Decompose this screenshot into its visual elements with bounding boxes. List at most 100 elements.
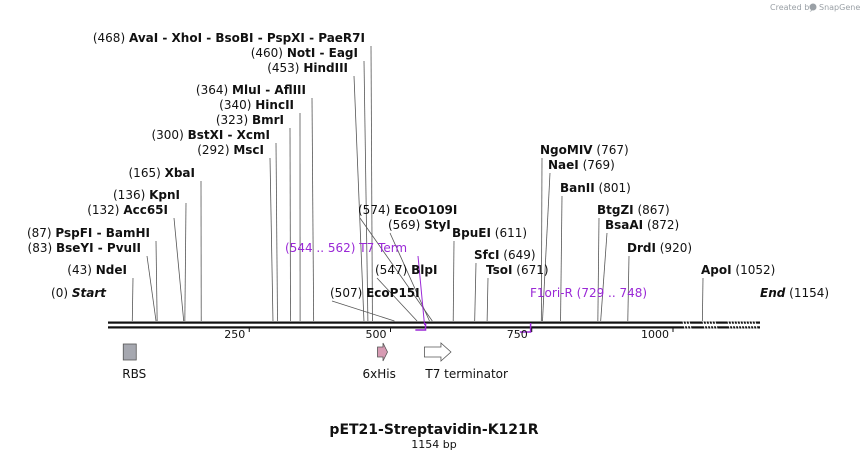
backbone-top-strand [108, 321, 760, 324]
site-bpuei-label[interactable]: BpuEI (611) [452, 226, 527, 240]
backbone-hatch [754, 321, 758, 329]
site-xbai-label[interactable]: (165) XbaI [129, 166, 196, 180]
backbone-hatch [685, 321, 689, 329]
site-ecop15i-leader [331, 300, 395, 322]
primer-f1ori-r-label[interactable]: F1ori-R (729 .. 748) [530, 286, 647, 300]
site-styi-label[interactable]: (569) StyI [388, 218, 451, 232]
site-ngomiv-label[interactable]: NgoMIV (767) [540, 143, 629, 157]
site-bsaai-leader [600, 232, 608, 322]
credit-text: Created by [770, 3, 814, 12]
site-ndei-label[interactable]: (43) NdeI [67, 263, 127, 277]
site-bseyi-pvuii-label[interactable]: (83) BseYI - PvuII [28, 241, 141, 255]
tick-label: 750 [507, 328, 528, 341]
site-pspfi-bamhi-label[interactable]: (87) PspFI - BamHI [27, 226, 150, 240]
site-lines [131, 45, 704, 322]
tick-label: 500 [365, 328, 386, 341]
site-end-label[interactable]: End (1154) [760, 286, 829, 300]
site-ecop15i-label[interactable]: (507) EcoP15I [330, 286, 420, 300]
site-bmri-label[interactable]: (323) BmrI [216, 113, 284, 127]
site-acc65i-label[interactable]: (132) Acc65I [87, 203, 168, 217]
site-labels: (0) Start (43) NdeI (83) BseYI - PvuII(87)… [27, 31, 829, 300]
feature-rbs-box[interactable] [122, 343, 137, 361]
site-naei-leader [542, 172, 551, 322]
backbone-hatch [751, 321, 755, 329]
site-ndei-leader [131, 277, 134, 322]
site-btgzi-label[interactable]: BtgZI (867) [597, 203, 670, 217]
primer-t7-term-label[interactable]: (544 .. 562) T7 Term [285, 241, 407, 255]
feature-t7-terminator-arrow[interactable] [423, 342, 452, 362]
snapgene-logo-icon [809, 3, 817, 11]
backbone-hatch [714, 321, 718, 329]
ruler-ticks: 250 500 750 1000 [224, 328, 674, 341]
site-banii-leader [560, 195, 563, 322]
backbone-hatch [705, 321, 709, 329]
site-avai-xhoi-bsobi-pspxi-paer7i-leader [370, 45, 373, 322]
backbone-hatch [745, 321, 749, 329]
plasmid-name: pET21-Streptavidin-K121R [329, 422, 538, 438]
primers: (544 .. 562) T7 Term F1ori-R (729 .. 748) [285, 241, 647, 333]
site-noti-eagi-label[interactable]: (460) NotI - EagI [251, 46, 358, 60]
site-noti-eagi-leader [363, 60, 369, 322]
feature-6xhis-arrow[interactable] [377, 342, 388, 362]
backbone-hatch [711, 321, 715, 329]
site-blpi-label[interactable]: (547) BlpI [375, 263, 437, 277]
site-apoi-leader [701, 277, 704, 322]
site-btgzi-leader [597, 217, 600, 322]
site-drdi-label[interactable]: DrdI (920) [627, 241, 692, 255]
site-kpni-leader [184, 202, 187, 322]
site-sfci-label[interactable]: SfcI (649) [474, 248, 536, 262]
primer-t7-term-leader [417, 255, 426, 326]
site-acc65i-leader [173, 217, 185, 322]
site-start-label[interactable]: (0) Start [51, 286, 107, 300]
site-banii-label[interactable]: BanII (801) [560, 181, 631, 195]
site-hindiii-label[interactable]: (453) HindIII [267, 61, 348, 75]
site-mlui-afliii-label[interactable]: (364) MluI - AflIII [196, 83, 306, 97]
site-tsoi-label[interactable]: TsoI (671) [486, 263, 549, 277]
site-naei-label[interactable]: NaeI (769) [548, 158, 615, 172]
site-bseyi-pvuii-leader [146, 255, 157, 322]
backbone-hatch [708, 321, 712, 329]
primer-t7-term-arrow [415, 323, 427, 331]
backbone-hatch [730, 321, 734, 329]
site-bsaai-label[interactable]: BsaAI (872) [605, 218, 679, 232]
backbone-hatch [682, 321, 686, 329]
backbone-hatch [727, 321, 731, 329]
backbone-hatch [736, 321, 740, 329]
site-hindiii-leader [353, 75, 365, 322]
feature-t7-terminator-label: T7 terminator [424, 367, 508, 381]
site-blpi-leader [376, 277, 418, 322]
site-ngomiv-leader [540, 157, 543, 322]
features: RBS 6xHis T7 terminator [122, 342, 508, 381]
feature-rbs-label: RBS [122, 367, 146, 381]
tick-label: 250 [224, 328, 245, 341]
backbone-hatch [733, 321, 737, 329]
snapgene-credit: Created by SnapGene [770, 3, 860, 12]
site-ecoo109i-leader [359, 217, 433, 322]
site-drdi-leader [627, 255, 630, 322]
site-bstxi-xcmi-label[interactable]: (300) BstXI - XcmI [151, 128, 270, 142]
backbone-hatch [739, 321, 743, 329]
site-sfci-leader [474, 262, 477, 322]
backbone-hatch [702, 321, 706, 329]
feature-6xhis-label: 6xHis [363, 367, 396, 381]
tick-label: 1000 [641, 328, 669, 341]
site-avai-xhoi-bsobi-pspxi-paer7i-label[interactable]: (468) AvaI - XhoI - BsoBI - PspXI - PaeR… [93, 31, 365, 45]
backbone-hatch [742, 321, 746, 329]
site-mlui-afliii-leader [311, 97, 315, 322]
backbone [108, 321, 760, 329]
backbone-bottom-strand [108, 326, 760, 329]
credit-brand: SnapGene [819, 3, 860, 12]
backbone-hatch [748, 321, 752, 329]
primer-f1ori-r-arrow [519, 323, 532, 333]
plasmid-size: 1154 bp [411, 438, 456, 451]
site-ecoo109i-label[interactable]: (574) EcoO109I [358, 203, 457, 217]
backbone-hatch [688, 321, 692, 329]
site-apoi-label[interactable]: ApoI (1052) [701, 263, 775, 277]
site-hincii-label[interactable]: (340) HincII [219, 98, 294, 112]
site-msci-label[interactable]: (292) MscI [197, 143, 264, 157]
site-tsoi-leader [486, 277, 489, 322]
site-pspfi-bamhi-leader [155, 240, 158, 322]
site-kpni-label[interactable]: (136) KpnI [113, 188, 180, 202]
site-bpuei-leader [452, 240, 455, 322]
